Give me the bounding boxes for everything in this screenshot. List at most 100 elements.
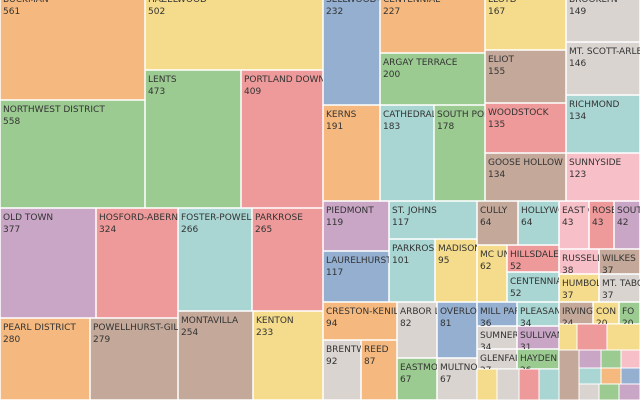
cell: POWELLHURST-GILBERT 279 xyxy=(90,318,178,400)
tile xyxy=(599,274,640,302)
cell: PARKROSE 101 xyxy=(389,239,435,302)
tile-value: 134 xyxy=(488,170,505,180)
tile xyxy=(90,318,178,400)
tile-value: 232 xyxy=(326,7,343,17)
tile-value: 52 xyxy=(510,289,521,299)
tile-label: LLOYD xyxy=(488,0,517,5)
tile-value: 20 xyxy=(622,319,634,329)
tile-label: REED xyxy=(364,345,389,355)
cell: RUSSELL 38 xyxy=(559,249,599,276)
cell: SOUT 42 xyxy=(614,201,640,249)
tile-label: PIEDMONT xyxy=(326,206,374,216)
cell: KERNS 191 xyxy=(323,105,380,201)
tile xyxy=(566,0,640,42)
tile-value: 81 xyxy=(440,319,451,329)
tile-value: 280 xyxy=(3,335,20,345)
tile xyxy=(619,302,640,324)
cell: HUMBOL 37 xyxy=(559,274,601,302)
cell: PIEDMONT 119 xyxy=(323,201,389,251)
cell: ROSE 43 xyxy=(589,201,614,249)
cell: HOSFORD-ABERNETHY 324 xyxy=(96,208,202,318)
tile-value: 34 xyxy=(480,343,492,353)
tile-value: 149 xyxy=(569,7,586,17)
tile-label: ELIOT xyxy=(488,55,514,65)
cell: FOSTER-POWELL 266 xyxy=(178,208,256,311)
cell: GLENFAIR 27 xyxy=(477,349,524,369)
tile xyxy=(241,70,323,208)
tile xyxy=(477,302,517,326)
cell: NORTHWEST DISTRICT 558 xyxy=(0,100,145,208)
tile-value: 266 xyxy=(181,225,198,235)
tile-value: 95 xyxy=(438,256,449,266)
tile xyxy=(323,0,380,105)
tile xyxy=(517,326,559,349)
tile-label: FOSTER-POWELL xyxy=(181,213,256,223)
cell: IRVINGT 24 xyxy=(559,302,593,329)
tile-label: HUMBOL xyxy=(562,279,601,289)
tile-value: 24 xyxy=(562,319,574,329)
cell: MADISON 95 xyxy=(435,239,477,302)
tile-value: 42 xyxy=(617,218,628,228)
tile-value: 38 xyxy=(562,266,574,276)
tile xyxy=(389,239,435,302)
tile xyxy=(380,0,485,53)
cell: LAURELHURST 117 xyxy=(323,251,392,302)
cell: GOOSE HOLLOW 134 xyxy=(485,153,566,201)
tile-label: CATHEDRAL P xyxy=(383,110,446,120)
tile xyxy=(566,153,640,201)
tile xyxy=(434,105,485,201)
tile-value: 101 xyxy=(392,256,409,266)
cell: WOODSTOCK 135 xyxy=(485,103,566,153)
tile-label: SUNNYSIDE xyxy=(569,158,622,168)
tile-label: SULLIVAN xyxy=(520,331,563,341)
tile-label: MILL PAR xyxy=(480,307,521,317)
tile-label: GOOSE HOLLOW xyxy=(488,158,563,168)
tile-label: ARGAY TERRACE xyxy=(383,58,458,68)
tile-value: 87 xyxy=(364,357,375,367)
tile xyxy=(485,0,566,50)
tile-value: 67 xyxy=(400,375,411,385)
tile-value: 64 xyxy=(521,218,533,228)
cell: LLOYD 167 xyxy=(485,0,566,50)
tile-value: 134 xyxy=(569,112,586,122)
cell: SUNNYSIDE 123 xyxy=(566,153,640,201)
tile xyxy=(0,0,145,100)
tile-label: HOSFORD-ABERNETHY xyxy=(99,213,202,223)
cell: OVERLO 81 xyxy=(437,302,477,358)
tile-value: 233 xyxy=(256,328,273,338)
tile xyxy=(477,245,507,302)
cell: BRENTW 92 xyxy=(323,340,361,400)
tile-value: 62 xyxy=(480,262,491,272)
tile-value: 502 xyxy=(148,7,165,17)
tile xyxy=(323,340,361,400)
tile-value: 52 xyxy=(510,262,521,272)
cell: SULLIVAN 31 xyxy=(517,326,563,353)
cell: CENTENNIAL 227 xyxy=(380,0,485,53)
tile-label: PORTLAND DOWNTOWN xyxy=(244,75,353,85)
tile-value: 561 xyxy=(3,7,20,17)
tile-label: SOUT xyxy=(617,206,640,216)
tile-value: 155 xyxy=(488,67,505,77)
tile xyxy=(518,201,559,245)
tile-label: EASTMOR xyxy=(400,363,444,373)
cell: CRESTON-KENILW 94 xyxy=(323,302,397,340)
tile-value: 34 xyxy=(520,319,532,329)
cell: HAYDEN 26 xyxy=(517,349,559,369)
tile xyxy=(593,302,619,324)
cell: SOUTH PORT 178 xyxy=(434,105,485,201)
tile-label: GLENFAIR xyxy=(480,354,524,364)
tile-label: CULLY xyxy=(480,206,508,216)
tile xyxy=(380,105,434,201)
tile-value: 31 xyxy=(520,343,531,353)
tile-value: 558 xyxy=(3,117,20,127)
tile-label: PEARL DISTRICT xyxy=(3,323,76,333)
tile-value: 82 xyxy=(400,319,411,329)
cell: CULLY 64 xyxy=(477,201,518,245)
cell: HOLLYWO 64 xyxy=(518,201,559,245)
tile xyxy=(559,201,589,249)
tile-label: LAURELHURST xyxy=(326,256,392,266)
cell: BROOKLYN 149 xyxy=(566,0,640,42)
tile-value: 117 xyxy=(392,218,409,228)
tile xyxy=(253,311,323,400)
cell: PEARL DISTRICT 280 xyxy=(0,318,90,400)
